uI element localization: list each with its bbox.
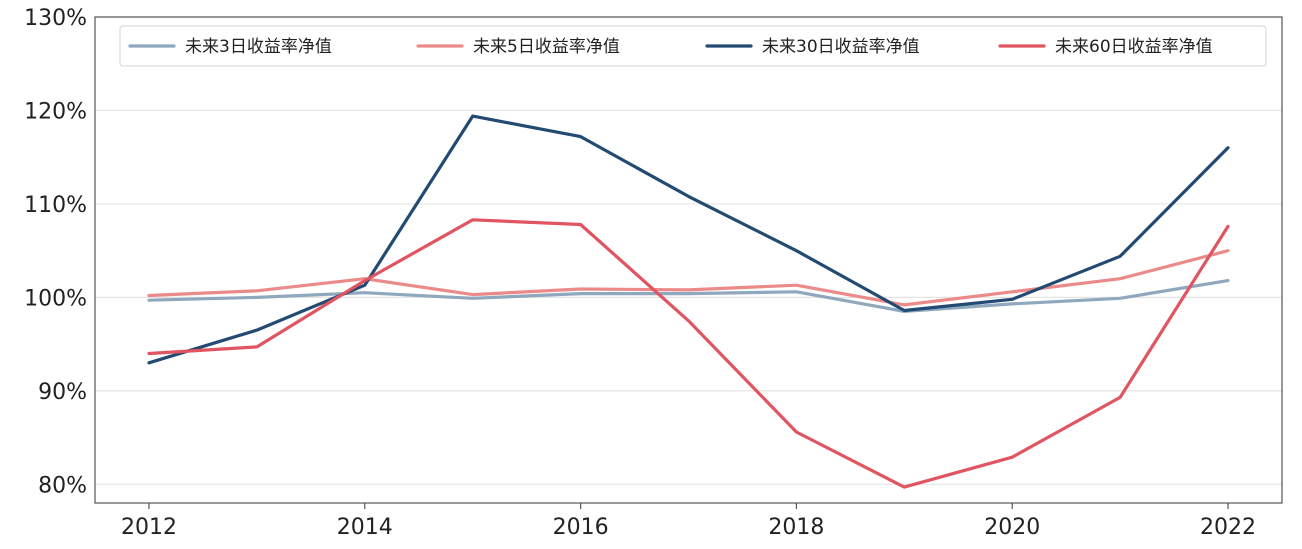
legend-label: 未来3日收益率净值 — [185, 37, 332, 57]
y-tick-label: 80% — [38, 473, 87, 498]
y-tick-label: 120% — [24, 99, 87, 124]
x-tick-label: 2018 — [768, 515, 824, 540]
x-tick-label: 2020 — [984, 515, 1040, 540]
x-axis-tick-labels: 2012 2014 2016 2018 2020 2022 — [121, 503, 1256, 540]
y-tick-label: 130% — [24, 6, 87, 31]
x-tick-label: 2014 — [337, 515, 393, 540]
series-line-3 — [147, 114, 1230, 365]
legend-label: 未来5日收益率净值 — [473, 37, 620, 57]
y-tick-label: 110% — [24, 193, 87, 218]
x-tick-label: 2012 — [121, 515, 177, 540]
grid-lines — [95, 16, 1282, 485]
legend: 未来3日收益率净值 未来5日收益率净值 未来30日收益率净值 未来60日收益率净值 — [119, 25, 1267, 67]
x-tick-label: 2022 — [1200, 515, 1256, 540]
plot-area-frame — [94, 16, 1283, 504]
x-tick-label: 2016 — [553, 515, 609, 540]
legend-label: 未来60日收益率净值 — [1055, 37, 1213, 57]
series-line-2 — [147, 249, 1230, 307]
series-line-4 — [147, 218, 1230, 489]
legend-box — [119, 25, 1267, 67]
y-axis-tick-labels: 80% 90% 100% 110% 120% 130% — [24, 6, 87, 498]
y-tick-label: 100% — [24, 286, 87, 311]
series-line-1 — [147, 279, 1230, 313]
series-lines — [147, 114, 1230, 489]
y-tick-label: 90% — [38, 380, 87, 405]
legend-label: 未来30日收益率净值 — [762, 37, 920, 57]
